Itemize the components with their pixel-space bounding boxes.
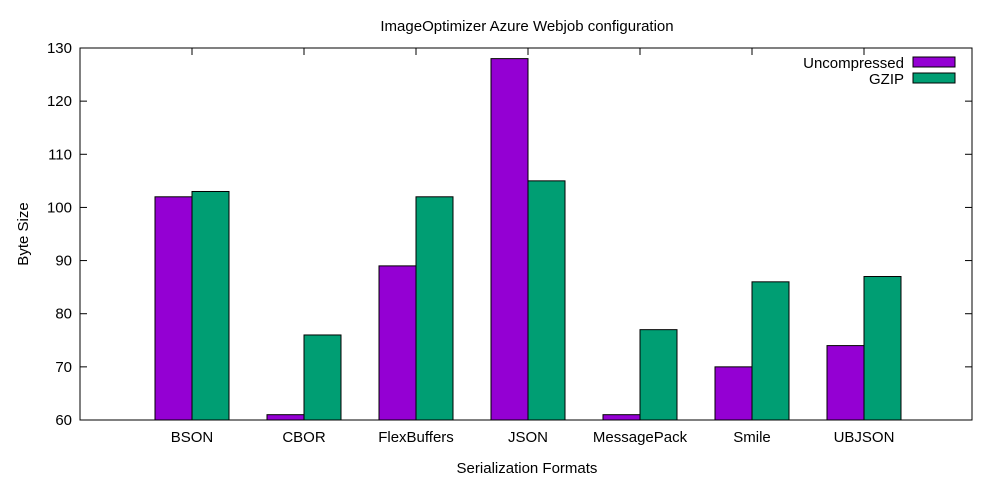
bar-uncompressed-ubjson — [826, 345, 865, 421]
bar-gzip-smile — [751, 281, 790, 421]
bar-uncompressed-smile — [714, 366, 753, 421]
bar-gzip-messagepack — [639, 329, 678, 421]
x-tick-label: UBJSON — [834, 429, 895, 446]
bar-gzip-ubjson — [863, 276, 902, 421]
x-tick-label: CBOR — [282, 429, 326, 446]
bar-gzip-flexbuffers — [415, 196, 454, 421]
y-tick-label: 100 — [47, 199, 72, 216]
x-axis-label: Serialization Formats — [457, 460, 598, 477]
y-tick-label: 120 — [47, 93, 72, 110]
bar-uncompressed-cbor — [266, 414, 305, 421]
x-tick-label: MessagePack — [593, 429, 688, 446]
bar-gzip-bson — [191, 190, 230, 421]
x-tick-label: BSON — [171, 429, 214, 446]
legend-label-gzip: GZIP — [869, 71, 904, 88]
y-tick-label: 60 — [55, 412, 72, 429]
bar-uncompressed-json — [490, 58, 529, 421]
bar-uncompressed-messagepack — [602, 414, 641, 421]
plot-area: 60 70 80 90 100 110 120 130 BSON CBOR FlexBuffers J… — [47, 40, 973, 446]
y-tick-label: 70 — [55, 359, 72, 376]
legend-label-uncompressed: Uncompressed — [803, 55, 904, 72]
y-axis-label: Byte Size — [15, 202, 32, 265]
bar-gzip-json — [527, 180, 566, 421]
y-tick-label: 110 — [48, 146, 72, 163]
bar-uncompressed-bson — [154, 196, 193, 421]
legend-swatch-uncompressed — [912, 56, 956, 68]
chart-title: ImageOptimizer Azure Webjob configuratio… — [380, 18, 673, 35]
legend-swatch-gzip — [912, 72, 956, 84]
y-tick-label: 90 — [55, 253, 72, 270]
x-tick-label: Smile — [733, 429, 771, 446]
bar-gzip-cbor — [303, 334, 342, 421]
y-tick-label: 130 — [47, 40, 72, 57]
x-tick-label: FlexBuffers — [378, 429, 454, 446]
bar-uncompressed-flexbuffers — [378, 265, 417, 421]
y-tick-label: 80 — [55, 306, 72, 323]
x-tick-label: JSON — [508, 429, 548, 446]
